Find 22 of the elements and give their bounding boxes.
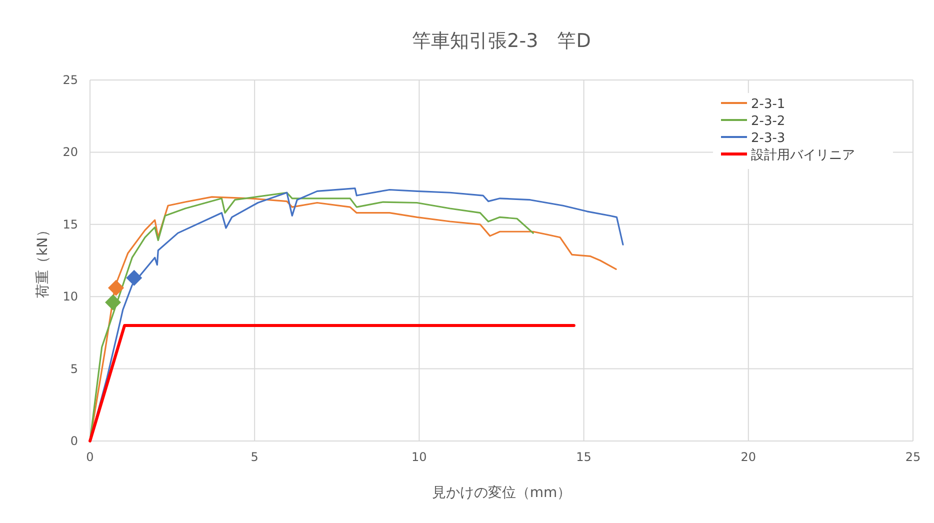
point <box>126 270 142 286</box>
x-tick-label: 25 <box>905 450 921 464</box>
x-tick-label: 20 <box>740 450 756 464</box>
y-tick-label: 5 <box>70 362 78 376</box>
y-tick-label: 25 <box>62 73 78 87</box>
y-tick-label: 20 <box>62 145 78 160</box>
x-axis-title: 見かけの変位（mm） <box>432 485 572 501</box>
y-tick-label: 10 <box>62 290 78 304</box>
x-tick-label: 0 <box>86 450 94 464</box>
legend-label: 2-3-3 <box>751 131 786 146</box>
legend-label: 2-3-1 <box>751 97 786 112</box>
point <box>108 280 124 296</box>
chart-title: 竿車知引張2-3 竿D <box>412 30 591 52</box>
x-tick-label: 10 <box>412 450 427 464</box>
y-axis-title: 荷重（kN） <box>35 223 51 298</box>
legend-label: 設計用バイリニア <box>751 148 855 163</box>
y-tick-label: 15 <box>62 217 78 232</box>
point <box>105 294 122 310</box>
legend-label: 2-3-2 <box>751 114 786 129</box>
y-tick-label: 0 <box>70 434 78 448</box>
x-tick-label: 15 <box>576 450 592 464</box>
x-tick-label: 5 <box>250 450 258 464</box>
